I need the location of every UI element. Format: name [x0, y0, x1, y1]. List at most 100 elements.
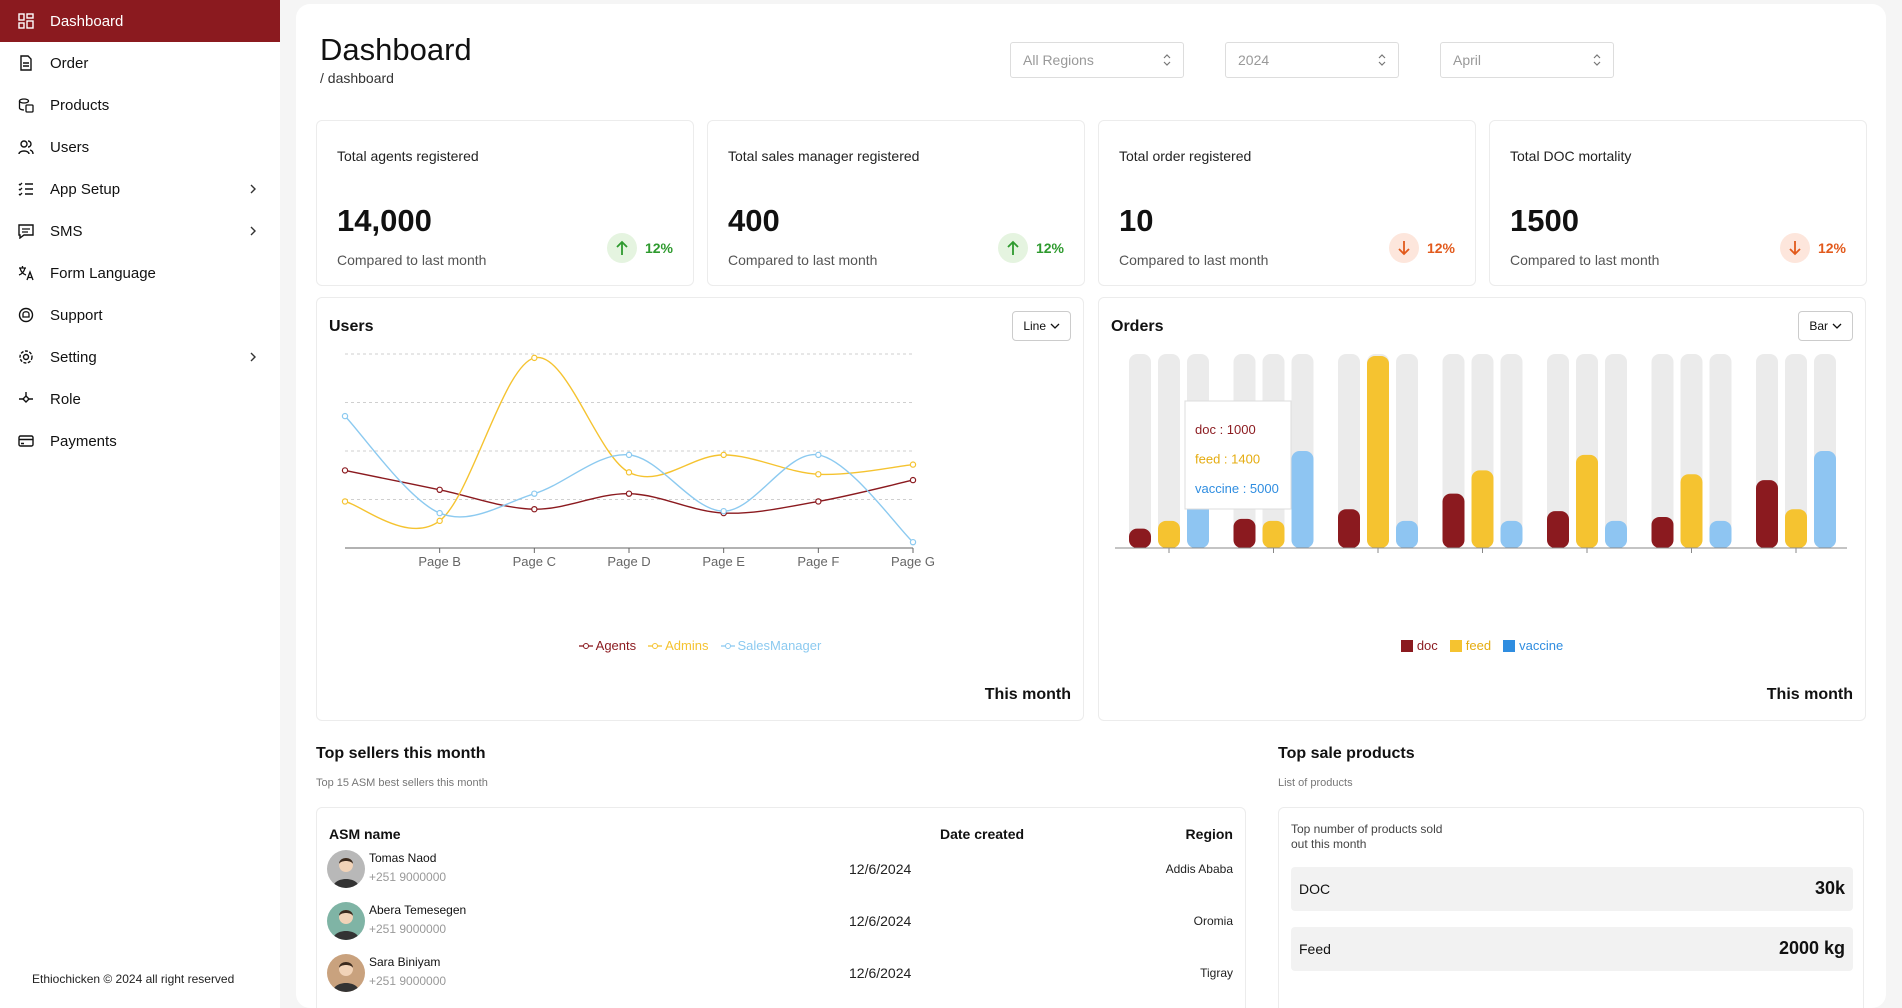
bar-vaccine[interactable]: [1709, 520, 1732, 548]
document-icon: [18, 55, 34, 71]
series-line-admins: [344, 357, 914, 529]
month-select-value: April: [1453, 52, 1482, 68]
bar-feed[interactable]: [1471, 470, 1494, 548]
seller-name: Sara Biniyam: [369, 955, 441, 969]
arrow-down-icon: [1779, 233, 1810, 263]
region-select[interactable]: All Regions: [1010, 42, 1184, 78]
trend-badge: 12%: [606, 233, 673, 263]
bar-feed[interactable]: [1785, 509, 1807, 548]
trend-value: 12%: [1035, 240, 1064, 256]
data-point: [815, 451, 822, 459]
year-select[interactable]: 2024: [1225, 42, 1399, 78]
bar-vaccine[interactable]: [1500, 520, 1523, 548]
legend-item[interactable]: doc: [1400, 638, 1438, 653]
sidebar-item-label: Users: [50, 138, 90, 156]
legend-label: vaccine: [1519, 638, 1564, 653]
bar-doc[interactable]: [1129, 528, 1151, 548]
bar-vaccine[interactable]: [1291, 451, 1314, 548]
bar-doc[interactable]: [1442, 493, 1465, 548]
col-date-created: Date created: [940, 826, 1025, 842]
sidebar-item-label: Form Language: [50, 264, 156, 282]
data-point: [909, 461, 917, 468]
legend-label: Agents: [595, 638, 637, 653]
data-point: [341, 412, 349, 420]
x-tick-label: Page E: [702, 554, 745, 569]
legend-item[interactable]: SalesManager: [720, 638, 821, 653]
sidebar-item-order[interactable]: Order: [0, 42, 280, 84]
sidebar-footer: Ethiochicken © 2024 all right reserved: [32, 972, 235, 986]
bar-feed[interactable]: [1262, 520, 1285, 548]
bar-doc[interactable]: [1338, 509, 1360, 548]
data-point: [815, 471, 822, 478]
table-row[interactable]: Abera Temesegen +251 9000000 12/6/2024 Orom…: [317, 896, 1245, 948]
legend-item[interactable]: Admins: [648, 638, 709, 653]
bar-feed[interactable]: [1576, 454, 1598, 548]
seller-phone: +251 9000000: [369, 870, 447, 884]
stat-card: Total agents registered 14,000 Compared to…: [316, 120, 694, 286]
stat-card: Total sales manager registered 400 Compare…: [707, 120, 1085, 286]
main-content: Dashboard / dashboard All Regions 2024 A…: [296, 4, 1886, 1008]
legend-marker-icon: [720, 641, 735, 651]
seller-region: Oromia: [1193, 914, 1233, 928]
sidebar-item-label: Support: [50, 306, 103, 324]
x-tick-label: Page F: [797, 554, 839, 569]
month-select[interactable]: April: [1440, 42, 1614, 78]
data-point: [909, 538, 917, 546]
chart-type-dropdown[interactable]: Bar: [1798, 311, 1853, 341]
data-point: [436, 517, 443, 525]
sidebar-item-app-setup[interactable]: App Setup: [0, 168, 280, 210]
product-row[interactable]: DOC 30k: [1291, 867, 1853, 911]
seller-name: Abera Temesegen: [369, 903, 467, 917]
legend-item[interactable]: vaccine: [1503, 638, 1563, 653]
sidebar-item-label: Setting: [50, 348, 97, 366]
chart-type-label: Bar: [1809, 319, 1828, 333]
sort-arrows-icon: [1163, 54, 1171, 66]
data-point: [720, 507, 727, 515]
seller-region: Tigray: [1200, 966, 1233, 980]
data-point: [625, 490, 633, 497]
sidebar-item-support[interactable]: Support: [0, 294, 280, 336]
bar-doc[interactable]: [1651, 516, 1674, 548]
legend-swatch-icon: [1503, 639, 1516, 652]
data-point: [341, 498, 349, 505]
avatar: [327, 850, 365, 888]
stat-compare: Compared to last month: [1119, 252, 1269, 268]
sidebar-item-role[interactable]: Role: [0, 378, 280, 420]
sidebar-item-sms[interactable]: SMS: [0, 210, 280, 252]
stat-title: Total sales manager registered: [728, 148, 920, 164]
sellers-title: Top sellers this month: [316, 745, 486, 762]
product-value: 30k: [1814, 878, 1845, 898]
bar-background: [1709, 354, 1732, 548]
products-subtitle: List of products: [1278, 777, 1353, 789]
gear-icon: [18, 349, 34, 365]
sidebar-item-users[interactable]: Users: [0, 126, 280, 168]
legend-item[interactable]: feed: [1449, 638, 1491, 653]
legend-item[interactable]: Agents: [578, 638, 637, 653]
sidebar-item-dashboard[interactable]: Dashboard: [0, 0, 280, 42]
sidebar-item-setting[interactable]: Setting: [0, 336, 280, 378]
sidebar-item-form-language[interactable]: Form Language: [0, 252, 280, 294]
table-row[interactable]: Sara Biniyam +251 9000000 12/6/2024 Tigray: [317, 948, 1245, 1000]
bar-feed[interactable]: [1367, 355, 1389, 548]
product-value: 2000 kg: [1778, 938, 1845, 958]
role-icon: [18, 391, 34, 407]
bar-doc[interactable]: [1547, 511, 1569, 548]
bar-doc[interactable]: [1756, 480, 1778, 548]
sidebar-item-label: Payments: [50, 432, 117, 450]
bar-vaccine[interactable]: [1396, 520, 1418, 548]
table-row[interactable]: Tomas Naod +251 9000000 12/6/2024 Addis Aba…: [317, 844, 1245, 896]
bar-vaccine[interactable]: [1605, 520, 1627, 548]
sidebar-item-products[interactable]: Products: [0, 84, 280, 126]
sidebar-item-label: SMS: [50, 222, 83, 240]
bar-doc[interactable]: [1233, 518, 1256, 548]
sidebar-item-payments[interactable]: Payments: [0, 420, 280, 462]
bar-background: [1500, 354, 1523, 548]
bar-background: [1547, 354, 1569, 548]
bar-feed[interactable]: [1158, 520, 1180, 548]
chevron-right-icon: [246, 182, 260, 196]
bar-vaccine[interactable]: [1814, 451, 1836, 548]
chart-type-dropdown[interactable]: Line: [1012, 311, 1071, 341]
breadcrumb[interactable]: / dashboard: [320, 70, 394, 86]
bar-feed[interactable]: [1680, 474, 1703, 548]
product-row[interactable]: Feed 2000 kg: [1291, 927, 1853, 971]
